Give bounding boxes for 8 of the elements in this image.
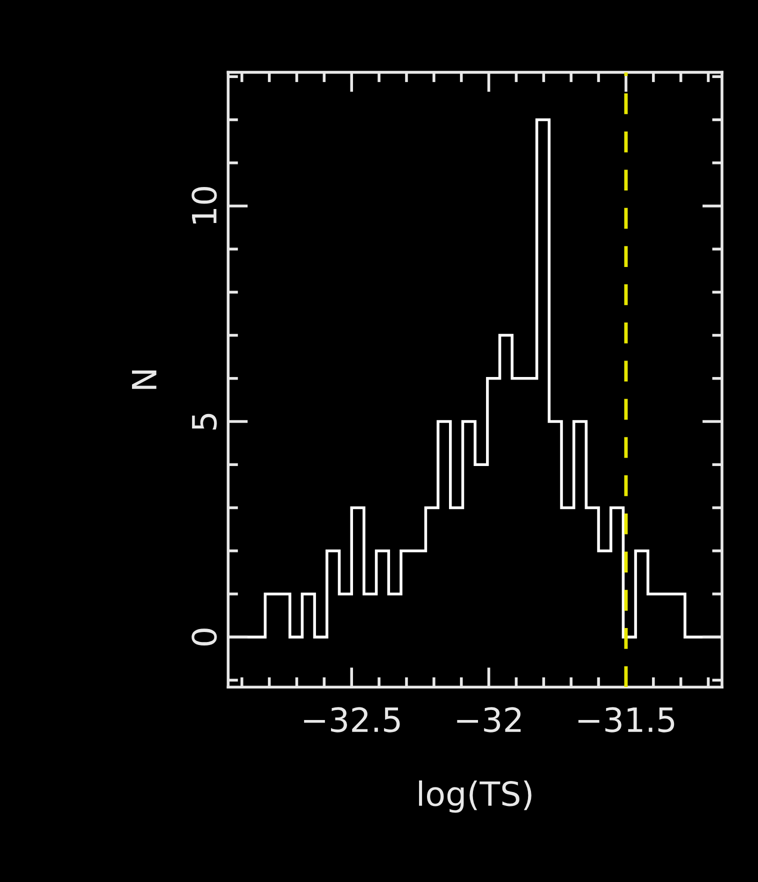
x-tick-label: −32.5	[304, 707, 400, 732]
x-tick-label: −32	[457, 707, 521, 732]
x-axis-title: log(TS)	[419, 780, 532, 813]
y-tick-label: 10	[192, 186, 217, 224]
y-tick-label: 0	[192, 628, 217, 646]
y-tick-label: 5	[192, 414, 217, 430]
y-axis-title: N	[132, 370, 156, 389]
x-tick-label: −31.5	[578, 707, 674, 732]
